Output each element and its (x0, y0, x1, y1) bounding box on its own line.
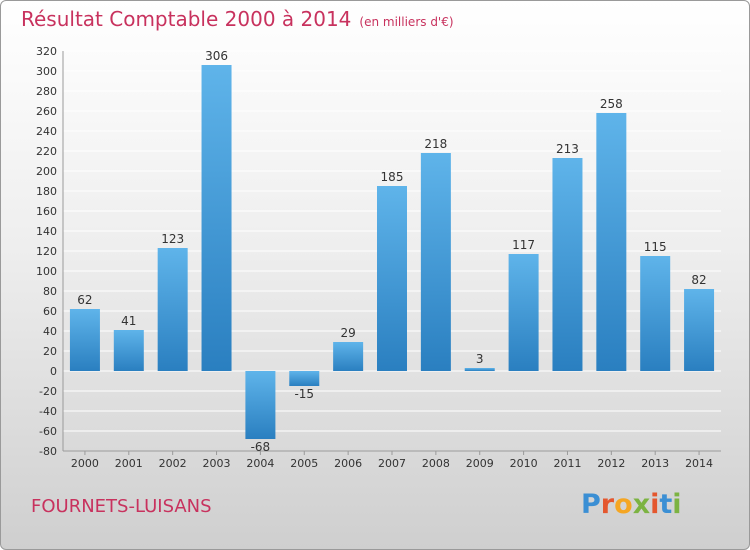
commune-name: FOURNETS-LUISANS (31, 496, 212, 517)
x-tick-label: 2010 (510, 457, 538, 470)
x-tick-label: 2003 (203, 457, 231, 470)
data-label: 3 (476, 352, 484, 366)
logo-letter: o (614, 489, 633, 520)
x-tick-label: 2013 (641, 457, 669, 470)
bar (464, 368, 495, 371)
bar (420, 153, 451, 371)
bar (508, 254, 539, 371)
chart-subtitle: (en milliers d'€) (359, 15, 454, 29)
data-label: 185 (381, 170, 404, 184)
data-label: -68 (251, 440, 271, 454)
x-tick-label: 2012 (597, 457, 625, 470)
y-tick-label: 180 (36, 185, 57, 198)
y-tick-label: 240 (36, 125, 57, 138)
y-tick-label: 100 (36, 265, 57, 278)
bar (596, 113, 627, 371)
y-tick-label: 140 (36, 225, 57, 238)
data-label: 218 (424, 137, 447, 151)
y-tick-label: 260 (36, 105, 57, 118)
logo-letter: t (659, 489, 673, 520)
x-tick-label: 2004 (246, 457, 274, 470)
y-tick-label: 0 (50, 365, 57, 378)
data-label: 29 (340, 326, 355, 340)
logo-letter: P (581, 489, 601, 520)
y-tick-label: 160 (36, 205, 57, 218)
x-tick-label: 2009 (466, 457, 494, 470)
chart-title: Résultat Comptable 2000 à 2014 (en millie… (21, 7, 454, 31)
data-label: -15 (294, 387, 314, 401)
data-label: 62 (77, 293, 92, 307)
proxiti-logo: Proxiti (581, 489, 682, 520)
bar (333, 342, 364, 371)
data-label: 115 (644, 240, 667, 254)
y-tick-label: -80 (39, 445, 57, 458)
x-tick-label: 2001 (115, 457, 143, 470)
x-tick-label: 2011 (553, 457, 581, 470)
data-label: 123 (161, 232, 184, 246)
data-label: 258 (600, 97, 623, 111)
bar (69, 309, 100, 371)
logo-letter: x (632, 489, 651, 520)
data-label: 117 (512, 238, 535, 252)
y-tick-label: 60 (43, 305, 57, 318)
y-tick-label: 220 (36, 145, 57, 158)
data-label: 82 (691, 273, 706, 287)
chart-title-main: Résultat Comptable 2000 à 2014 (21, 7, 352, 31)
bar (377, 186, 407, 371)
y-tick-label: 200 (36, 165, 57, 178)
y-tick-label: 20 (43, 345, 57, 358)
y-tick-label: 300 (36, 65, 57, 78)
x-tick-label: 2005 (290, 457, 318, 470)
logo-letter: i (672, 489, 682, 520)
bar (684, 289, 715, 371)
bar (552, 158, 583, 371)
data-label: 41 (121, 314, 136, 328)
y-tick-label: 120 (36, 245, 57, 258)
x-tick-label: 2002 (159, 457, 187, 470)
x-tick-label: 2014 (685, 457, 713, 470)
x-tick-label: 2000 (71, 457, 99, 470)
bar (113, 330, 144, 371)
bar (157, 248, 188, 371)
x-tick-label: 2006 (334, 457, 362, 470)
logo-letter: r (600, 489, 615, 520)
logo-letter: i (650, 489, 660, 520)
y-tick-label: 40 (43, 325, 57, 338)
y-tick-label: 280 (36, 85, 57, 98)
y-tick-label: 80 (43, 285, 57, 298)
y-tick-label: -40 (39, 405, 57, 418)
x-tick-label: 2007 (378, 457, 406, 470)
x-tick-label: 2008 (422, 457, 450, 470)
y-tick-label: 320 (36, 45, 57, 58)
y-tick-label: -60 (39, 425, 57, 438)
y-tick-label: -20 (39, 385, 57, 398)
bar (201, 65, 232, 371)
data-label: 306 (205, 49, 228, 63)
bar (289, 371, 320, 386)
data-label: 213 (556, 142, 579, 156)
bar (245, 371, 276, 439)
bar (640, 256, 671, 371)
